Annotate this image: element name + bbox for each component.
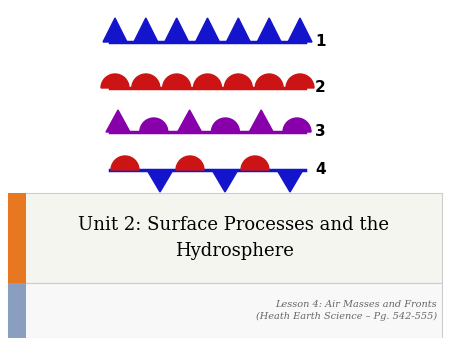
Text: 4: 4 bbox=[315, 163, 326, 177]
Text: 2: 2 bbox=[315, 80, 326, 96]
Bar bbox=[8, 193, 26, 283]
Wedge shape bbox=[101, 74, 129, 88]
Wedge shape bbox=[225, 74, 252, 88]
Text: 1: 1 bbox=[315, 34, 325, 49]
Text: 3: 3 bbox=[315, 124, 326, 140]
Wedge shape bbox=[132, 74, 160, 88]
Polygon shape bbox=[212, 170, 238, 192]
Wedge shape bbox=[241, 156, 269, 170]
Polygon shape bbox=[195, 18, 220, 42]
Polygon shape bbox=[249, 110, 273, 132]
Wedge shape bbox=[255, 74, 283, 88]
Text: Unit 2: Surface Processes and the
Hydrosphere: Unit 2: Surface Processes and the Hydros… bbox=[78, 217, 390, 260]
Wedge shape bbox=[194, 74, 221, 88]
Wedge shape bbox=[140, 118, 168, 132]
Polygon shape bbox=[257, 18, 281, 42]
Bar bbox=[8, 283, 26, 338]
Polygon shape bbox=[178, 110, 202, 132]
Wedge shape bbox=[286, 74, 314, 88]
Bar bbox=[8, 283, 442, 338]
Polygon shape bbox=[165, 18, 189, 42]
Polygon shape bbox=[147, 170, 173, 192]
Polygon shape bbox=[277, 170, 303, 192]
Polygon shape bbox=[226, 18, 250, 42]
Wedge shape bbox=[283, 118, 311, 132]
Wedge shape bbox=[111, 156, 139, 170]
Polygon shape bbox=[288, 18, 312, 42]
Bar bbox=[8, 193, 442, 283]
Polygon shape bbox=[134, 18, 158, 42]
Polygon shape bbox=[103, 18, 127, 42]
Text: Lesson 4: Air Masses and Fronts
(Heath Earth Science – Pg. 542-555): Lesson 4: Air Masses and Fronts (Heath E… bbox=[256, 300, 437, 321]
Wedge shape bbox=[162, 74, 191, 88]
Polygon shape bbox=[106, 110, 130, 132]
Wedge shape bbox=[212, 118, 239, 132]
Wedge shape bbox=[176, 156, 204, 170]
